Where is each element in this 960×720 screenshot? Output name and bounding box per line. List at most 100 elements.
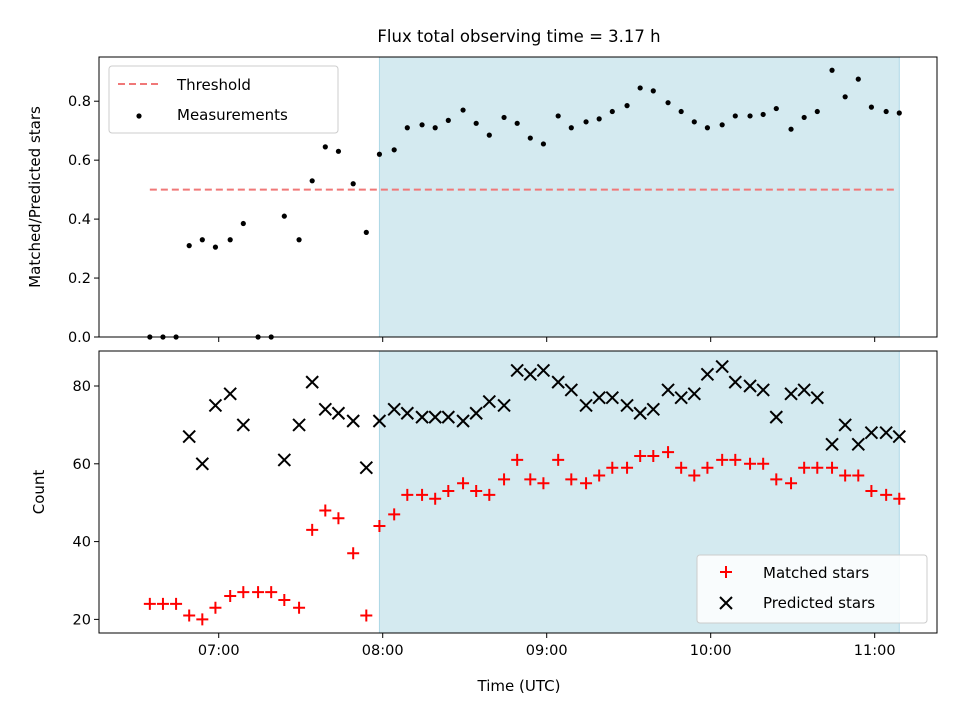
measurement-point: [896, 110, 902, 116]
measurement-point: [788, 126, 794, 132]
measurement-point: [814, 108, 820, 115]
top-legend: Threshold Measurements: [108, 65, 339, 134]
chart-title: Flux total observing time = 3.17 h: [377, 27, 660, 46]
x-axis-label: Time (UTC): [477, 677, 561, 695]
measurement-point: [473, 120, 479, 126]
matched-star-point: [347, 547, 360, 560]
matched-star-point: [647, 450, 660, 463]
top-y-tick-label: 0.8: [68, 94, 91, 110]
measurement-point: [719, 122, 725, 128]
matched-star-point: [826, 461, 839, 474]
predicted-star-point: [879, 425, 893, 440]
matched-star-point: [852, 469, 865, 482]
bottom-legend-box: [696, 554, 928, 624]
predicted-star-point: [428, 410, 442, 424]
measurement-point: [445, 117, 451, 123]
predicted-star-point: [620, 398, 634, 413]
matched-star-point: [716, 453, 729, 466]
matched-star-point: [278, 593, 291, 606]
x-tick-label: 08:00: [362, 643, 404, 659]
bottom-legend: Matched stars Predicted stars: [696, 554, 928, 624]
predicted-star-point: [797, 383, 811, 397]
matched-star-point: [442, 485, 455, 498]
bottom-x-ticks: 07:00 08:00 09:00 10:00 11:00: [198, 633, 896, 659]
matched-star-point: [319, 504, 332, 517]
predicted-star-point: [331, 406, 346, 420]
predicted-star-point: [579, 398, 593, 413]
predicted-star-point: [551, 375, 565, 389]
measurement-point: [747, 113, 753, 119]
bottom-y-tick-label: 60: [73, 457, 91, 473]
top-panel: 0.00.20.40.60.8 Matched/Predicted stars …: [26, 56, 938, 346]
matched-star-point: [621, 461, 634, 474]
matched-star-point: [156, 597, 169, 610]
top-y-ticks: 0.0 0.2 0.4 0.6 0.8: [68, 94, 99, 346]
measurement-point: [227, 237, 233, 243]
predicted-star-point: [661, 383, 675, 397]
predicted-star-point: [605, 390, 620, 405]
measurement-point: [842, 94, 848, 100]
predicted-star-point: [359, 460, 374, 475]
measurement-point: [281, 213, 287, 219]
bottom-y-ticks: 20 40 60 80: [73, 379, 99, 628]
bottom-axes-frame: [98, 350, 938, 634]
measurement-point: [460, 107, 466, 113]
predicted-star-point: [536, 363, 551, 378]
measurement-point: [540, 141, 547, 147]
measurement-point: [868, 104, 875, 110]
legend-threshold-label: Threshold: [176, 76, 251, 94]
matched-star-point: [865, 485, 878, 498]
predicted-star-point: [892, 429, 906, 444]
top-points: [147, 67, 902, 340]
predicted-star-point: [633, 406, 647, 420]
legend-measurements-label: Measurements: [177, 106, 288, 124]
matched-star-point: [196, 613, 209, 626]
x-tick-label: 10:00: [690, 643, 732, 659]
matched-star-point: [770, 473, 783, 486]
matched-star-point: [606, 461, 619, 474]
predicted-star-point: [523, 367, 538, 382]
matched-star-point: [209, 601, 222, 614]
predicted-star-point: [838, 418, 852, 432]
matched-star-point: [537, 477, 550, 490]
matched-star-point: [252, 586, 265, 599]
predicted-star-point: [592, 390, 606, 405]
bottom-points: [143, 359, 906, 626]
measurement-point: [691, 119, 697, 125]
measurement-point: [568, 125, 574, 131]
bottom-y-axis-label: Count: [30, 470, 48, 515]
top-y-tick-label: 0.4: [68, 212, 91, 228]
top-y-axis-label: Matched/Predicted stars: [26, 106, 44, 288]
predicted-star-point: [715, 359, 729, 374]
predicted-star-point: [510, 363, 524, 378]
top-axes-frame: [98, 56, 938, 338]
matched-star-point: [373, 520, 386, 533]
predicted-star-point: [564, 383, 579, 397]
matched-star-point: [893, 492, 906, 505]
predicted-star-point: [236, 418, 251, 432]
matched-star-point: [511, 453, 524, 466]
predicted-star-point: [400, 406, 415, 420]
measurement-point: [665, 100, 671, 106]
measurement-point: [678, 108, 684, 115]
matched-star-point: [757, 457, 770, 470]
predicted-star-point: [482, 394, 497, 409]
measurement-point: [240, 220, 246, 227]
x-tick-label: 07:00: [198, 643, 240, 659]
matched-star-point: [552, 453, 565, 466]
measurement-point: [199, 237, 205, 243]
measurement-point: [486, 132, 492, 138]
predicted-star-point: [497, 398, 511, 413]
matched-star-point: [880, 488, 893, 501]
matched-star-point: [429, 492, 442, 505]
top-shaded-interval: [379, 57, 900, 337]
matched-star-point: [701, 461, 714, 474]
predicted-star-point: [825, 437, 839, 452]
bottom-y-tick-label: 80: [73, 379, 91, 395]
top-y-tick-label: 0.0: [68, 330, 91, 346]
measurement-point: [732, 113, 738, 119]
measurement-point: [855, 76, 861, 82]
predicted-star-point: [305, 375, 319, 389]
matched-star-point: [143, 597, 156, 610]
predicted-star-point: [292, 418, 306, 432]
